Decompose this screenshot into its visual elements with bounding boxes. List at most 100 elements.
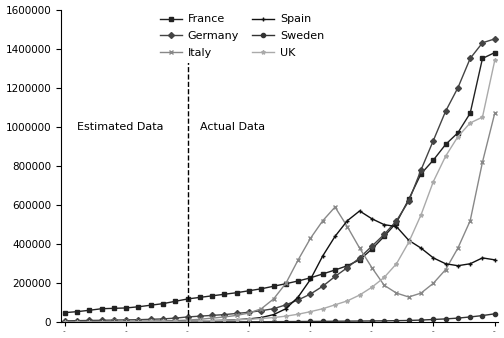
Italy xyxy=(172,319,178,323)
Germany xyxy=(99,318,105,322)
Italy xyxy=(258,307,264,311)
France xyxy=(307,276,313,280)
Italy xyxy=(381,283,387,287)
Spain xyxy=(99,320,105,324)
UK xyxy=(443,154,449,158)
Spain xyxy=(467,262,473,266)
Germany xyxy=(74,319,80,323)
UK xyxy=(295,312,301,316)
Text: Actual Data: Actual Data xyxy=(200,122,265,132)
France xyxy=(492,51,498,55)
Sweden xyxy=(258,320,264,324)
Sweden xyxy=(430,317,436,321)
UK xyxy=(74,320,80,324)
Sweden xyxy=(406,318,412,322)
Germany xyxy=(283,303,289,307)
UK xyxy=(418,213,424,217)
Spain xyxy=(246,317,252,321)
Spain xyxy=(492,258,498,262)
France xyxy=(381,234,387,238)
Germany xyxy=(221,313,227,317)
Spain xyxy=(430,256,436,260)
Line: Germany: Germany xyxy=(62,37,497,323)
Germany xyxy=(332,274,338,279)
France xyxy=(234,291,240,295)
UK xyxy=(99,320,105,324)
France xyxy=(455,131,461,135)
Sweden xyxy=(160,320,166,324)
Sweden xyxy=(307,319,313,323)
Italy xyxy=(184,318,191,322)
Sweden xyxy=(209,320,215,324)
France xyxy=(356,258,362,262)
Germany xyxy=(160,317,166,321)
Sweden xyxy=(136,320,142,324)
France xyxy=(197,295,203,299)
UK xyxy=(111,320,117,324)
UK xyxy=(467,121,473,125)
Line: Spain: Spain xyxy=(62,209,497,324)
France xyxy=(443,142,449,146)
Germany xyxy=(467,56,473,61)
UK xyxy=(197,319,203,323)
Spain xyxy=(61,320,68,324)
UK xyxy=(234,318,240,322)
UK xyxy=(430,179,436,184)
Italy xyxy=(123,319,129,323)
France xyxy=(148,303,154,307)
Sweden xyxy=(356,319,362,323)
Germany xyxy=(123,318,129,322)
Germany xyxy=(307,292,313,296)
Italy xyxy=(271,297,277,301)
UK xyxy=(455,135,461,139)
France xyxy=(136,305,142,309)
Sweden xyxy=(381,319,387,323)
Germany xyxy=(455,86,461,90)
UK xyxy=(344,299,350,303)
Italy xyxy=(344,224,350,228)
Sweden xyxy=(172,320,178,324)
Italy xyxy=(455,246,461,250)
Germany xyxy=(430,139,436,143)
France xyxy=(111,306,117,310)
UK xyxy=(369,285,375,289)
Sweden xyxy=(148,320,154,324)
Italy xyxy=(430,281,436,285)
Sweden xyxy=(467,315,473,319)
UK xyxy=(172,319,178,323)
UK xyxy=(184,319,191,323)
France xyxy=(86,308,92,312)
Spain xyxy=(271,313,277,317)
UK xyxy=(356,293,362,297)
Spain xyxy=(418,246,424,250)
Italy xyxy=(443,268,449,272)
Italy xyxy=(160,319,166,323)
Spain xyxy=(443,262,449,266)
Sweden xyxy=(455,316,461,320)
Italy xyxy=(111,319,117,323)
Legend: France, Germany, Italy, Spain, Sweden, UK: France, Germany, Italy, Spain, Sweden, U… xyxy=(154,9,330,63)
Italy xyxy=(148,319,154,323)
France xyxy=(209,294,215,298)
Sweden xyxy=(394,319,400,323)
UK xyxy=(394,262,400,266)
Spain xyxy=(86,320,92,324)
France xyxy=(479,56,485,61)
France xyxy=(295,279,301,283)
Germany xyxy=(209,313,215,317)
Sweden xyxy=(283,319,289,323)
Italy xyxy=(406,295,412,299)
Italy xyxy=(394,291,400,295)
Spain xyxy=(369,217,375,221)
Germany xyxy=(184,315,191,319)
Germany xyxy=(111,318,117,322)
France xyxy=(74,310,80,314)
Spain xyxy=(74,320,80,324)
Sweden xyxy=(86,320,92,324)
Italy xyxy=(136,319,142,323)
UK xyxy=(283,314,289,318)
Sweden xyxy=(418,318,424,322)
France xyxy=(418,172,424,176)
Sweden xyxy=(479,314,485,318)
France xyxy=(160,301,166,306)
